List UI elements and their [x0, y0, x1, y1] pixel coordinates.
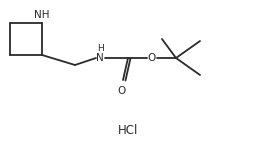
Text: H: H	[97, 44, 103, 53]
Text: N: N	[96, 53, 104, 63]
Text: O: O	[148, 53, 156, 63]
Text: NH: NH	[34, 10, 50, 20]
Text: O: O	[118, 86, 126, 96]
Text: HCl: HCl	[118, 125, 138, 138]
